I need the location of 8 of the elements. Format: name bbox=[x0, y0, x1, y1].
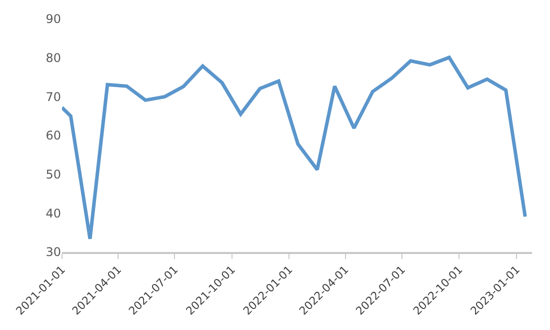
y-tick-label: 90 bbox=[46, 12, 61, 26]
y-tick-label: 50 bbox=[46, 168, 61, 182]
line-series bbox=[62, 56, 527, 241]
y-tick-label: 70 bbox=[46, 90, 61, 104]
y-tick-label: 60 bbox=[46, 128, 61, 143]
y-tick-label: 30 bbox=[46, 245, 61, 260]
y-tick-label: 40 bbox=[46, 206, 61, 220]
y-tick-label: 80 bbox=[46, 51, 61, 66]
